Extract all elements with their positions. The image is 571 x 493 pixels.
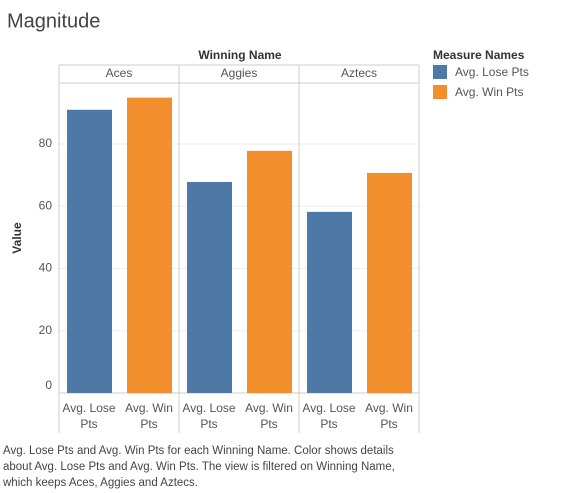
legend-label: Avg. Lose Pts	[455, 65, 529, 79]
legend-swatch	[433, 85, 447, 99]
x-tick-label: Avg. Win Pts	[245, 401, 293, 431]
legend-label: Avg. Win Pts	[455, 85, 523, 99]
y-tick-label: 60	[39, 198, 53, 212]
facet-header: Aces	[106, 66, 133, 80]
y-tick-label: 20	[39, 323, 53, 337]
caption: Avg. Lose Pts and Avg. Win Pts for each …	[3, 445, 395, 489]
y-tick-label: 40	[39, 261, 53, 275]
legend-swatch	[433, 65, 447, 79]
bar	[247, 150, 292, 393]
x-tick-label: Avg. Lose Pts	[62, 401, 116, 431]
y-axis-label: Value	[10, 222, 24, 254]
bar	[307, 211, 352, 393]
bar	[67, 109, 112, 394]
bar	[187, 181, 232, 393]
x-tick-label: Avg. Lose Pts	[182, 401, 236, 431]
facet-label: Winning Name	[198, 48, 282, 62]
x-tick-label: Avg. Win Pts	[125, 401, 173, 431]
y-tick-label: 80	[39, 136, 53, 150]
x-tick-label: Avg. Lose Pts	[302, 401, 356, 431]
chart-title: Magnitude	[7, 10, 100, 32]
facet-header: Aztecs	[341, 66, 377, 80]
bar	[127, 97, 172, 394]
facet-header: Aggies	[221, 66, 258, 80]
bar	[367, 172, 412, 393]
x-tick-label: Avg. Win Pts	[365, 401, 413, 431]
y-tick-label: 0	[45, 378, 52, 392]
legend-title: Measure Names	[433, 48, 525, 62]
